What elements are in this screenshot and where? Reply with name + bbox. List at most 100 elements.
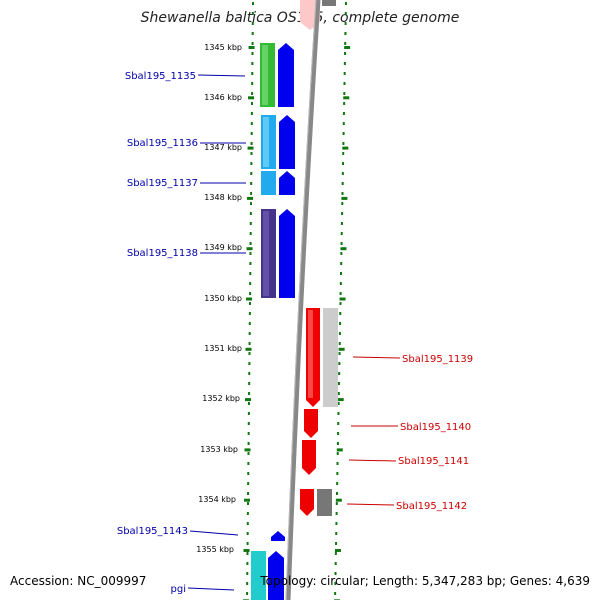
- ruler-dot: [247, 402, 250, 405]
- ruler-dot: [341, 212, 344, 215]
- tick-label-1352: 1352 kbp: [202, 394, 240, 403]
- gene-label-1142[interactable]: Sbal195_1142: [396, 501, 467, 512]
- ruler-dot: [338, 342, 341, 345]
- tick-label-1347: 1347 kbp: [204, 143, 242, 152]
- leader-1142: [346, 503, 395, 506]
- ruler-dot: [335, 522, 338, 525]
- ruler-dot: [247, 432, 250, 435]
- ruler-dot: [250, 152, 253, 155]
- gene-label-1138[interactable]: Sbal195_1138: [127, 248, 198, 259]
- ruler-dot: [249, 252, 252, 255]
- ruler-dot: [343, 72, 346, 75]
- leader-pgi: [187, 587, 235, 591]
- ruler-dot: [342, 162, 345, 165]
- gene-1142-arrow[interactable]: [300, 489, 314, 516]
- ruler-dot: [336, 482, 339, 485]
- ruler-dot: [247, 412, 250, 415]
- ruler-dot: [340, 232, 343, 235]
- gene-label-1135[interactable]: Sbal195_1135: [125, 71, 196, 82]
- leader-1143: [189, 530, 239, 536]
- ruler-dot: [246, 572, 249, 575]
- ruler-dot: [250, 112, 253, 115]
- ruler-dot: [341, 182, 344, 185]
- ruler-dot: [247, 452, 250, 455]
- gene-1142-category-box[interactable]: [317, 489, 332, 516]
- accession-text: Accession: NC_009997: [10, 574, 147, 588]
- ruler-dot: [249, 242, 252, 245]
- ruler-dot: [248, 322, 251, 325]
- tick-label-1351: 1351 kbp: [204, 344, 242, 353]
- gene-label-1140[interactable]: Sbal195_1140: [400, 422, 471, 433]
- gene-1135-arrow[interactable]: [278, 43, 294, 107]
- ruler-dot: [340, 252, 343, 255]
- gene-label-pgi[interactable]: pgi: [171, 584, 186, 595]
- ruler-dot: [338, 362, 341, 365]
- ruler-dot: [338, 372, 341, 375]
- ruler-dot: [334, 582, 337, 585]
- ruler-major-tick: [342, 146, 349, 150]
- ruler-dot: [246, 552, 249, 555]
- ruler-major-tick: [340, 247, 347, 251]
- ruler-dot: [342, 142, 345, 145]
- gene-1138-arrow[interactable]: [279, 209, 295, 298]
- ruler-dot: [246, 562, 249, 565]
- gene-label-1137[interactable]: Sbal195_1137: [127, 178, 198, 189]
- ruler-dot: [248, 302, 251, 305]
- gene-1141-arrow[interactable]: [302, 440, 316, 475]
- ruler-dot: [336, 452, 339, 455]
- gene-pgi-category-box[interactable]: [251, 551, 266, 600]
- gene-1136-arrow[interactable]: [279, 115, 295, 169]
- tick-label-1348: 1348 kbp: [204, 193, 242, 202]
- ruler-dot: [248, 362, 251, 365]
- ruler-dot: [339, 282, 342, 285]
- ruler-dot: [343, 62, 346, 65]
- gene-1138-category-shine: [263, 211, 269, 296]
- ruler-dot: [337, 382, 340, 385]
- ruler-major-tick: [248, 96, 255, 100]
- gene-label-1141[interactable]: Sbal195_1141: [398, 456, 469, 467]
- gene-label-1136[interactable]: Sbal195_1136: [127, 138, 198, 149]
- ruler-dot: [341, 192, 344, 195]
- ruler-dot: [344, 32, 347, 35]
- ruler-dot: [247, 482, 250, 485]
- gene-1140-arrow[interactable]: [304, 409, 318, 438]
- gene-1139-category-box[interactable]: [323, 308, 338, 407]
- gene-label-1143[interactable]: Sbal195_1143: [117, 526, 188, 537]
- ruler-dot: [248, 392, 251, 395]
- gene-label-1139[interactable]: Sbal195_1139: [402, 354, 473, 365]
- gene-1139-arrow-shine: [308, 310, 313, 398]
- ruler-dot: [249, 262, 252, 265]
- ruler-major-tick: [244, 448, 251, 452]
- ruler-dot: [246, 582, 249, 585]
- gene-pgi-arrow[interactable]: [268, 551, 284, 600]
- ruler-dot: [337, 412, 340, 415]
- gene-1137-arrow[interactable]: [279, 171, 295, 195]
- ruler-major-tick: [248, 46, 255, 49]
- ruler-major-tick: [243, 549, 250, 552]
- ruler-dot: [341, 172, 344, 175]
- ruler-dot: [249, 272, 252, 275]
- ruler-dot: [339, 312, 342, 315]
- gene-1143-arrow[interactable]: [271, 531, 285, 541]
- ruler-dot: [251, 92, 254, 95]
- ruler-dot: [344, 2, 347, 5]
- tick-label-1345: 1345 kbp: [204, 43, 242, 52]
- tick-label-1349: 1349 kbp: [204, 243, 242, 252]
- ruler-dot: [251, 22, 254, 25]
- ruler-dot: [251, 32, 254, 35]
- ruler-major-tick: [344, 46, 351, 49]
- ruler-dot: [339, 302, 342, 305]
- ruler-dot: [342, 152, 345, 155]
- gene-1137-category-box[interactable]: [261, 171, 276, 195]
- ruler-dot: [340, 222, 343, 225]
- ruler-dot: [250, 192, 253, 195]
- ruler-major-tick: [335, 498, 342, 502]
- genome-backbone-highlight: [285, 0, 317, 600]
- ruler-major-tick: [245, 347, 252, 351]
- leader-1141: [348, 459, 397, 462]
- ruler-dot: [249, 212, 252, 215]
- ruler-dot: [334, 562, 337, 565]
- ruler-dot: [249, 222, 252, 225]
